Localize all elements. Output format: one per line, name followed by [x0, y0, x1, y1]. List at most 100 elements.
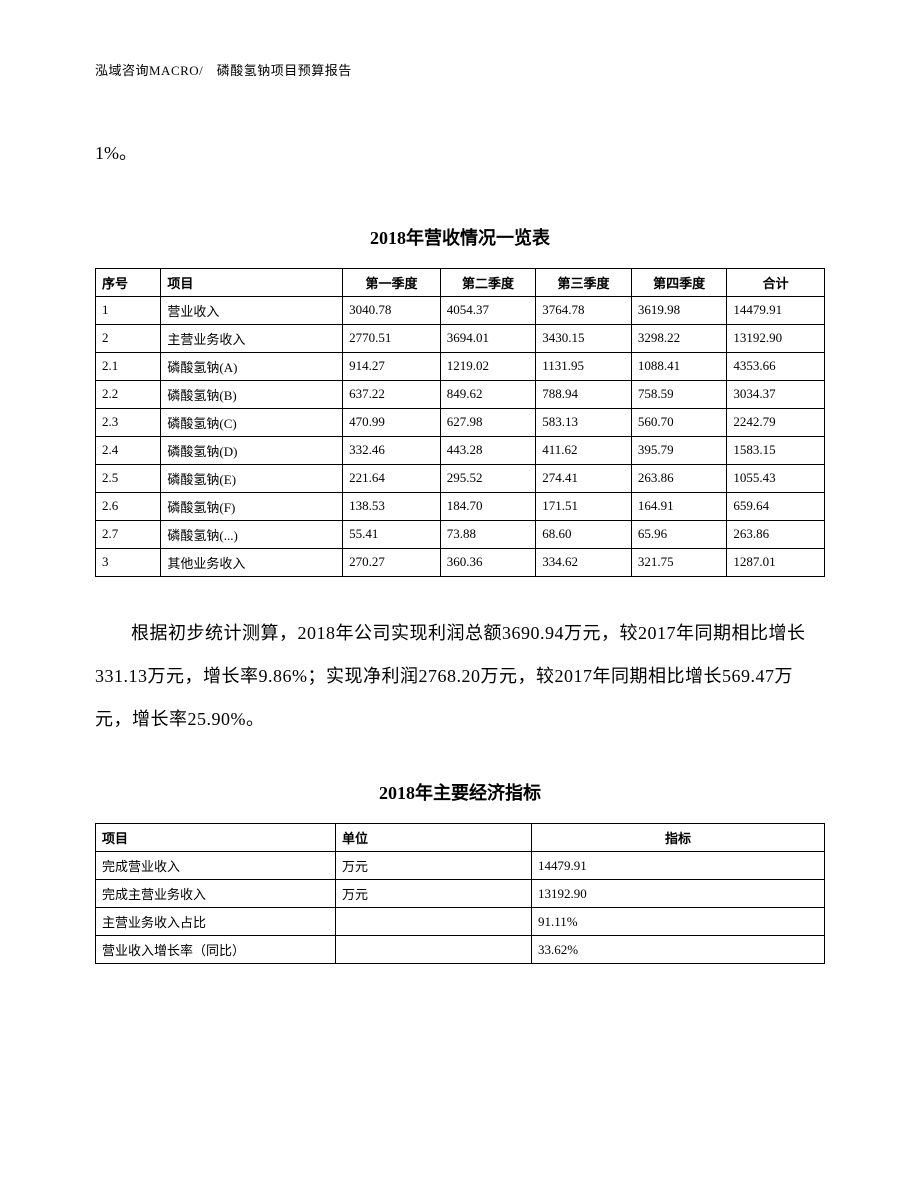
table-cell: 73.88	[440, 520, 536, 548]
table-row: 2.1磷酸氢钠(A)914.271219.021131.951088.41435…	[96, 352, 825, 380]
table-cell: 2	[96, 324, 161, 352]
col-item: 项目	[96, 824, 336, 852]
table-row: 2.5磷酸氢钠(E)221.64295.52274.41263.861055.4…	[96, 464, 825, 492]
table-cell: 332.46	[343, 436, 441, 464]
table-cell: 263.86	[631, 464, 727, 492]
table-cell: 3298.22	[631, 324, 727, 352]
col-value: 指标	[532, 824, 825, 852]
table-cell: 627.98	[440, 408, 536, 436]
table-cell: 1131.95	[536, 352, 632, 380]
table-cell: 788.94	[536, 380, 632, 408]
table-cell: 3619.98	[631, 296, 727, 324]
table-cell: 1	[96, 296, 161, 324]
table-cell: 3	[96, 548, 161, 576]
table-cell: 849.62	[440, 380, 536, 408]
col-q4: 第四季度	[631, 268, 727, 296]
table-cell: 33.62%	[532, 936, 825, 964]
table-cell: 主营业务收入占比	[96, 908, 336, 936]
table-cell: 2.7	[96, 520, 161, 548]
document-page: 泓域咨询MACRO/ 磷酸氢钠项目预算报告 1%。 2018年营收情况一览表 序…	[0, 0, 920, 964]
table-cell: 560.70	[631, 408, 727, 436]
table-cell: 3040.78	[343, 296, 441, 324]
table-cell	[336, 908, 532, 936]
table-cell: 其他业务收入	[161, 548, 343, 576]
table-row: 完成营业收入万元14479.91	[96, 852, 825, 880]
table-cell: 2.2	[96, 380, 161, 408]
table-cell: 1287.01	[727, 548, 825, 576]
table-cell: 完成营业收入	[96, 852, 336, 880]
table-header-row: 序号 项目 第一季度 第二季度 第三季度 第四季度 合计	[96, 268, 825, 296]
col-q2: 第二季度	[440, 268, 536, 296]
table-cell: 2.3	[96, 408, 161, 436]
table-header-row: 项目 单位 指标	[96, 824, 825, 852]
table-cell: 2770.51	[343, 324, 441, 352]
table-cell: 完成主营业务收入	[96, 880, 336, 908]
table-cell: 万元	[336, 852, 532, 880]
table-cell: 2.1	[96, 352, 161, 380]
table-cell: 164.91	[631, 492, 727, 520]
table-row: 营业收入增长率（同比）33.62%	[96, 936, 825, 964]
table-cell: 4353.66	[727, 352, 825, 380]
table-cell: 主营业务收入	[161, 324, 343, 352]
table-cell: 1583.15	[727, 436, 825, 464]
table-cell: 411.62	[536, 436, 632, 464]
page-header: 泓域咨询MACRO/ 磷酸氢钠项目预算报告	[95, 60, 825, 79]
table-cell: 914.27	[343, 352, 441, 380]
table-cell: 65.96	[631, 520, 727, 548]
col-total: 合计	[727, 268, 825, 296]
table-cell: 3764.78	[536, 296, 632, 324]
table-cell: 磷酸氢钠(F)	[161, 492, 343, 520]
table-cell: 221.64	[343, 464, 441, 492]
table-cell: 659.64	[727, 492, 825, 520]
table-cell: 334.62	[536, 548, 632, 576]
table-cell: 583.13	[536, 408, 632, 436]
table-cell: 磷酸氢钠(E)	[161, 464, 343, 492]
table-cell: 14479.91	[532, 852, 825, 880]
table-cell	[336, 936, 532, 964]
table-row: 完成主营业务收入万元13192.90	[96, 880, 825, 908]
table-cell: 295.52	[440, 464, 536, 492]
table-cell: 1088.41	[631, 352, 727, 380]
table-cell: 91.11%	[532, 908, 825, 936]
table2-title: 2018年主要经济指标	[95, 779, 825, 805]
table-cell: 3694.01	[440, 324, 536, 352]
table-row: 2.7磷酸氢钠(...)55.4173.8868.6065.96263.86	[96, 520, 825, 548]
table-row: 2.3磷酸氢钠(C)470.99627.98583.13560.702242.7…	[96, 408, 825, 436]
table-cell: 1055.43	[727, 464, 825, 492]
table-cell: 270.27	[343, 548, 441, 576]
table-cell: 3430.15	[536, 324, 632, 352]
table-cell: 营业收入	[161, 296, 343, 324]
table-cell: 14479.91	[727, 296, 825, 324]
table-row: 2主营业务收入2770.513694.013430.153298.2213192…	[96, 324, 825, 352]
table-cell: 263.86	[727, 520, 825, 548]
table-cell: 磷酸氢钠(...)	[161, 520, 343, 548]
table-cell: 2.6	[96, 492, 161, 520]
col-seq: 序号	[96, 268, 161, 296]
table-cell: 3034.37	[727, 380, 825, 408]
table-cell: 758.59	[631, 380, 727, 408]
table-cell: 磷酸氢钠(A)	[161, 352, 343, 380]
table-cell: 360.36	[440, 548, 536, 576]
table-cell: 68.60	[536, 520, 632, 548]
table-cell: 274.41	[536, 464, 632, 492]
table-cell: 171.51	[536, 492, 632, 520]
table1-title: 2018年营收情况一览表	[95, 224, 825, 250]
table-cell: 321.75	[631, 548, 727, 576]
table-cell: 13192.90	[532, 880, 825, 908]
table-row: 2.2磷酸氢钠(B)637.22849.62788.94758.593034.3…	[96, 380, 825, 408]
table-cell: 138.53	[343, 492, 441, 520]
table-cell: 磷酸氢钠(D)	[161, 436, 343, 464]
table-cell: 13192.90	[727, 324, 825, 352]
table-row: 2.4磷酸氢钠(D)332.46443.28411.62395.791583.1…	[96, 436, 825, 464]
table-cell: 2242.79	[727, 408, 825, 436]
table-cell: 443.28	[440, 436, 536, 464]
table-cell: 万元	[336, 880, 532, 908]
table-cell: 4054.37	[440, 296, 536, 324]
col-item: 项目	[161, 268, 343, 296]
col-q1: 第一季度	[343, 268, 441, 296]
table-cell: 395.79	[631, 436, 727, 464]
table-cell: 637.22	[343, 380, 441, 408]
table-cell: 55.41	[343, 520, 441, 548]
table-cell: 1219.02	[440, 352, 536, 380]
table-row: 1营业收入3040.784054.373764.783619.9814479.9…	[96, 296, 825, 324]
